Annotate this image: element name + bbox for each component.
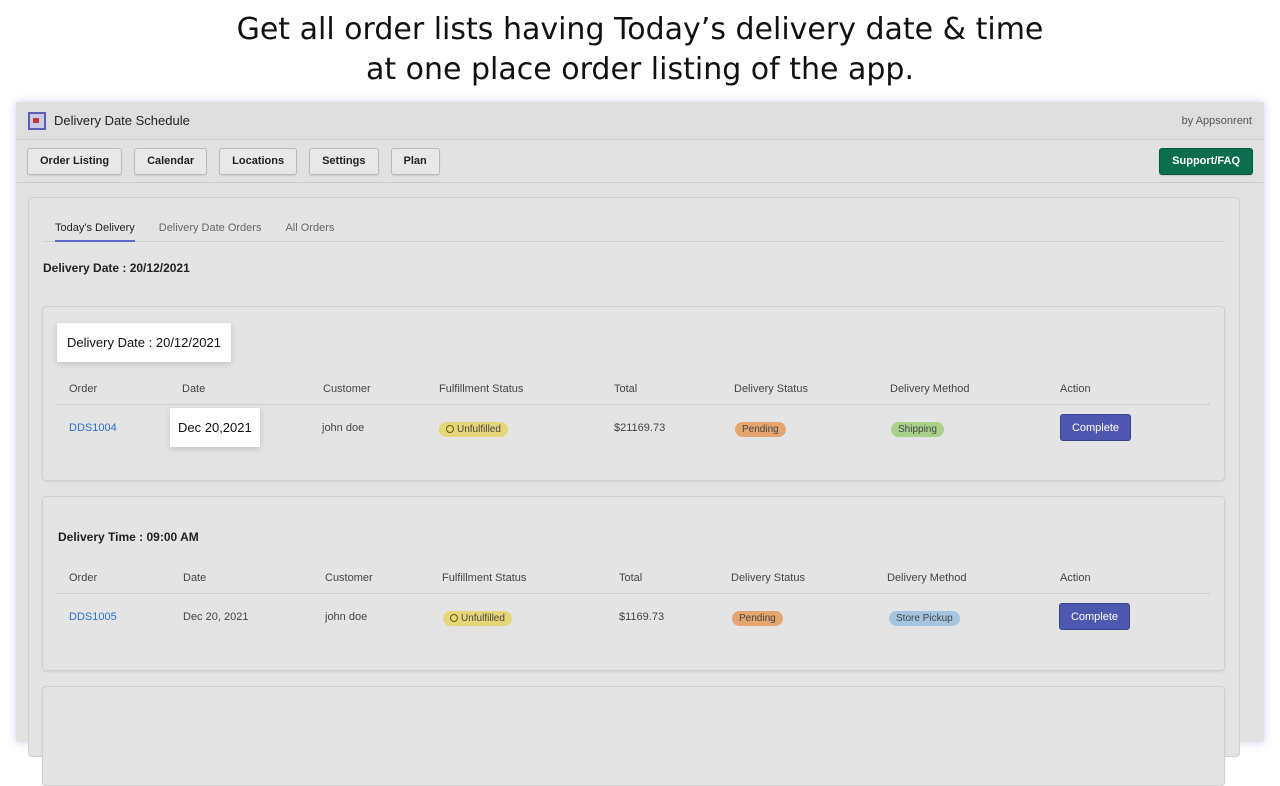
col-fulfillment: Fulfillment Status — [442, 572, 527, 584]
order-card: Delivery Time : 09:00 AM Order Date Cust… — [42, 496, 1225, 671]
col-customer: Customer — [325, 572, 373, 584]
col-action: Action — [1060, 572, 1091, 584]
order-total: $1169.73 — [619, 611, 665, 623]
tab-all-orders[interactable]: All Orders — [285, 222, 335, 234]
table-row: DDS1004 Dec 20,2021 john doe Unfulfilled… — [57, 408, 1210, 447]
col-date: Date — [182, 383, 206, 395]
app-title: Delivery Date Schedule — [54, 113, 190, 128]
order-card — [42, 686, 1225, 786]
complete-button[interactable]: Complete — [1059, 603, 1130, 630]
order-total: $21169.73 — [614, 422, 666, 434]
order-date: Dec 20, 2021 — [183, 611, 249, 623]
card-title: Delivery Date : 20/12/2021 — [57, 323, 231, 362]
nav-plan[interactable]: Plan — [390, 147, 440, 175]
nav-calendar[interactable]: Calendar — [134, 147, 208, 175]
vendor-label: by Appsonrent — [1181, 114, 1252, 127]
delivery-status-badge: Pending — [735, 422, 786, 437]
support-faq-button[interactable]: Support/FAQ — [1159, 147, 1253, 175]
circle-icon — [450, 614, 458, 622]
table-header: Order Date Customer Fulfillment Status T… — [57, 375, 1210, 405]
col-fulfillment: Fulfillment Status — [439, 383, 524, 395]
headline-line-1: Get all order lists having Today’s deliv… — [236, 12, 1044, 47]
table-row: DDS1005 Dec 20, 2021 john doe Unfulfille… — [57, 603, 1210, 633]
col-order: Order — [69, 572, 98, 584]
delivery-date-heading: Delivery Date : 20/12/2021 — [43, 261, 190, 275]
tab-bar: Today's Delivery Delivery Date Orders Al… — [43, 216, 1224, 242]
customer-name: john doe — [325, 611, 368, 623]
table-header: Order Date Customer Fulfillment Status T… — [57, 564, 1210, 594]
col-delivery-status: Delivery Status — [734, 383, 808, 395]
tab-delivery-date-orders[interactable]: Delivery Date Orders — [158, 222, 262, 234]
card-title: Delivery Time : 09:00 AM — [58, 530, 199, 544]
app-window: Delivery Date Schedule by Appsonrent Ord… — [16, 102, 1264, 786]
headline-line-2: at one place order listing of the app. — [365, 52, 915, 87]
col-total: Total — [619, 572, 643, 584]
fulfillment-badge: Unfulfilled — [439, 422, 508, 437]
delivery-method-badge: Store Pickup — [889, 611, 960, 626]
fulfillment-badge: Unfulfilled — [443, 611, 512, 626]
nav-order-listing[interactable]: Order Listing — [27, 147, 123, 175]
nav-bar: Order Listing Calendar Locations Setting… — [16, 140, 1264, 183]
tab-todays-delivery[interactable]: Today's Delivery — [55, 216, 135, 242]
order-card: Delivery Date : 20/12/2021 Order Date Cu… — [42, 306, 1225, 481]
nav-locations[interactable]: Locations — [219, 147, 298, 175]
col-delivery-method: Delivery Method — [890, 383, 970, 395]
col-customer: Customer — [323, 383, 371, 395]
order-link[interactable]: DDS1005 — [69, 611, 117, 623]
app-header: Delivery Date Schedule by Appsonrent — [16, 102, 1264, 140]
col-action: Action — [1060, 383, 1091, 395]
calendar-app-icon — [28, 111, 46, 130]
delivery-method-badge: Shipping — [891, 422, 944, 437]
col-total: Total — [614, 383, 638, 395]
col-delivery-status: Delivery Status — [731, 572, 805, 584]
complete-button[interactable]: Complete — [1060, 414, 1131, 441]
col-date: Date — [183, 572, 207, 584]
delivery-status-badge: Pending — [732, 611, 783, 626]
order-link[interactable]: DDS1004 — [69, 422, 117, 434]
promo-headline: Get all order lists having Today’s deliv… — [0, 10, 1280, 90]
col-order: Order — [69, 383, 98, 395]
nav-settings[interactable]: Settings — [309, 147, 379, 175]
customer-name: john doe — [322, 422, 365, 434]
order-date: Dec 20,2021 — [170, 408, 260, 447]
main-panel: Today's Delivery Delivery Date Orders Al… — [28, 197, 1240, 786]
circle-icon — [446, 425, 454, 433]
col-delivery-method: Delivery Method — [887, 572, 967, 584]
